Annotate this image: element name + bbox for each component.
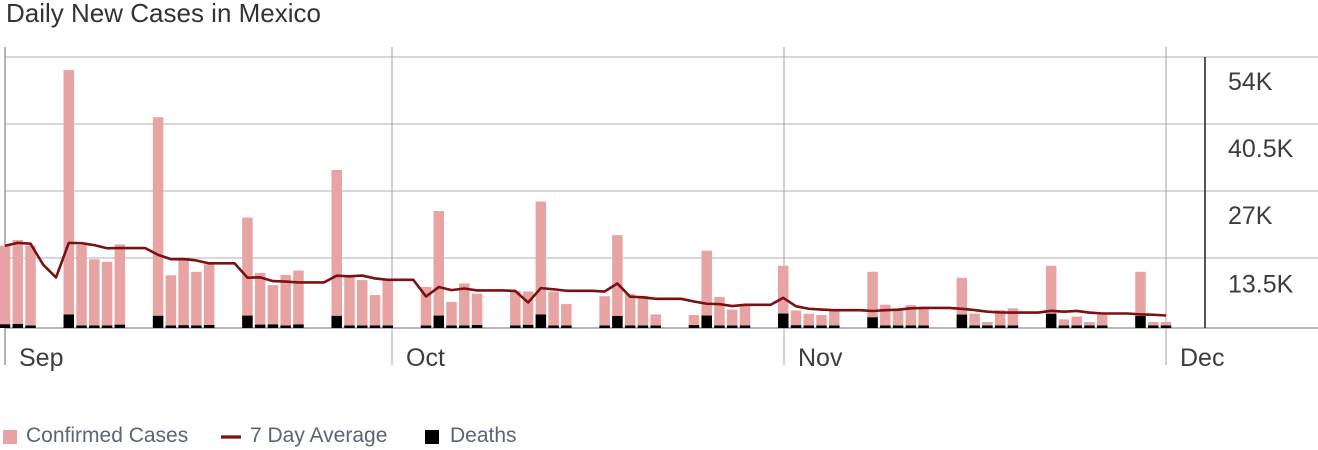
svg-text:54K: 54K xyxy=(1228,68,1273,96)
svg-text:13.5K: 13.5K xyxy=(1228,270,1294,298)
svg-text:27K: 27K xyxy=(1228,202,1273,230)
svg-text:Dec: Dec xyxy=(1180,344,1224,372)
svg-text:Nov: Nov xyxy=(798,344,843,372)
svg-text:7 Day Average: 7 Day Average xyxy=(250,424,387,447)
svg-text:Sep: Sep xyxy=(19,344,63,372)
svg-text:Oct: Oct xyxy=(406,344,445,372)
svg-text:Deaths: Deaths xyxy=(450,424,517,447)
svg-text:Confirmed Cases: Confirmed Cases xyxy=(26,424,188,447)
svg-text:40.5K: 40.5K xyxy=(1228,135,1294,163)
